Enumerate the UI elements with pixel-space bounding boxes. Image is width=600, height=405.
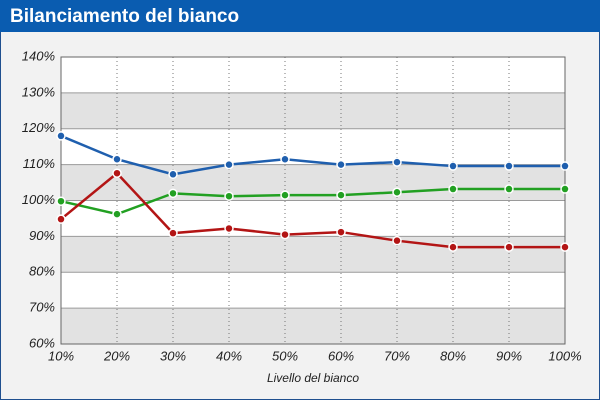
y-tick-label: 130% [22,84,55,99]
y-tick-label: 80% [29,264,55,279]
x-tick-label: 10% [48,348,74,363]
data-point [168,228,178,238]
data-point [392,187,402,197]
x-tick-label: 90% [496,348,522,363]
data-point [336,159,346,170]
series-line [60,171,565,249]
series-line [60,134,565,176]
x-tick-label: 100% [548,348,581,363]
x-tick-label: 70% [384,348,410,363]
x-tick-label: 40% [216,348,242,363]
grid-band [61,236,565,273]
y-tick-label: 120% [22,120,55,135]
data-point [448,242,458,252]
x-axis-label: Livello del bianco [267,371,359,385]
data-point [448,161,458,171]
data-point [280,229,290,240]
data-point [560,184,570,194]
y-tick-label: 140% [22,48,55,63]
x-tick-label: 20% [103,348,130,363]
data-point [280,154,290,164]
data-point [504,242,514,252]
data-point [112,168,122,178]
x-tick-label: 80% [440,348,466,363]
data-point [224,191,234,201]
data-point [336,190,346,200]
data-point [560,242,570,252]
chart-title: Bilanciamento del bianco [10,6,239,27]
data-point [168,169,178,180]
data-point [392,157,402,167]
data-point [448,184,458,194]
title-bar [0,0,600,32]
data-point [560,161,570,171]
x-tick-label: 50% [272,348,298,363]
data-point [224,223,234,234]
y-tick-label: 90% [29,228,55,243]
x-tick-label: 30% [160,348,186,363]
x-tick-label: 60% [328,348,354,363]
data-point [504,161,514,171]
y-tick-label: 100% [22,192,55,207]
grid-band [61,308,565,344]
data-point [224,159,234,170]
data-point [504,184,514,194]
data-point [56,214,66,224]
y-tick-label: 110% [23,156,55,171]
y-tick-label: 60% [29,335,55,350]
grid-band [61,92,565,129]
data-point [56,196,66,206]
data-point [168,188,178,199]
data-point [112,154,122,164]
data-point [392,235,402,246]
data-point [336,227,346,237]
y-tick-label: 70% [29,300,55,315]
data-point [56,131,66,141]
data-point [112,209,122,219]
data-point [280,190,290,200]
plot-area: 60% 70% 80% 90% 100% 110% 120% 130% 140% 10% 20% 30… [22,48,582,363]
